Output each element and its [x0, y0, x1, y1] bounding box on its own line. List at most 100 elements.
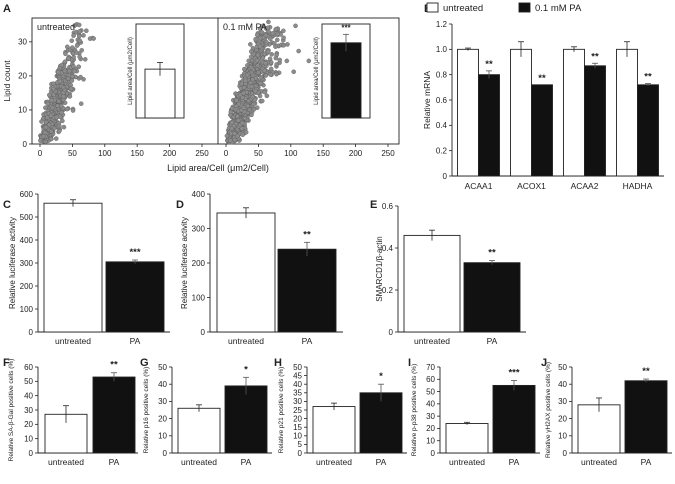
scatter-point	[268, 66, 274, 72]
y-tick-label: 20	[293, 414, 302, 423]
significance-marker: **	[644, 72, 652, 83]
x-tick-label: PA	[376, 457, 387, 467]
scatter-point	[268, 72, 273, 77]
bar-pa	[531, 84, 553, 177]
scatter-point	[245, 103, 251, 109]
y-tick-label: 0.8	[436, 70, 448, 79]
y-tick-label: 10	[18, 106, 27, 115]
y-tick-label: 50	[426, 387, 435, 396]
subplot-label: 0.1 mM PA	[223, 22, 267, 32]
scatter-point	[51, 86, 56, 92]
significance-marker: **	[642, 366, 650, 377]
bar-pa	[359, 392, 403, 454]
y-tick-label: 50	[158, 363, 167, 372]
scatter-point	[274, 37, 280, 43]
bar-pa	[224, 385, 268, 454]
scatter-point	[43, 105, 48, 111]
y-tick-label: 30	[558, 397, 567, 406]
bar-pa	[105, 261, 165, 333]
scatter-point	[251, 101, 257, 107]
scatter-point	[39, 119, 44, 124]
panel-letter-h: H	[274, 357, 282, 369]
scatter-point	[250, 94, 256, 100]
scatter-point	[57, 128, 62, 134]
y-tick-label: 15	[293, 423, 302, 432]
y-tick-label: 40	[158, 380, 167, 389]
subplot-label: untreated	[37, 22, 75, 32]
y-tick-label: 20	[558, 414, 567, 423]
scatter-points-untreated	[38, 22, 96, 145]
scatter-point	[242, 66, 247, 72]
y-tick-label: 300	[20, 259, 34, 268]
scatter-point	[284, 58, 290, 64]
y-tick-label: 10	[558, 432, 567, 441]
bar-pa	[624, 380, 668, 454]
scatter-point	[91, 36, 96, 41]
scatter-frame	[31, 17, 400, 145]
scatter-point	[77, 54, 82, 60]
bar-pa	[277, 248, 337, 333]
scatter-point	[263, 33, 269, 38]
scatter-point	[293, 23, 298, 29]
y-tick-label: 1.0	[436, 45, 448, 54]
y-axis-label: Relative luciferase activity	[180, 217, 189, 309]
scatter-point	[255, 63, 261, 68]
x-tick-label: 200	[349, 149, 363, 158]
y-tick-label: 0.4	[436, 121, 448, 130]
scatter-point	[57, 79, 63, 84]
x-tick-label: PA	[509, 457, 520, 467]
y-tick-label: 0	[201, 328, 206, 337]
scatter-point	[257, 26, 263, 32]
y-tick-label: 20	[426, 424, 435, 433]
scatter-point	[240, 95, 245, 101]
bar-pa	[637, 84, 659, 177]
x-tick-label: HADHA	[623, 181, 653, 191]
panel-letter-a: A	[3, 3, 11, 15]
x-tick-label: ACOX1	[517, 181, 546, 191]
x-tick-label: untreated	[181, 457, 217, 467]
y-axis-label: Lipid count	[2, 60, 12, 102]
bar-untreated	[43, 202, 103, 333]
scatter-point	[251, 107, 257, 112]
x-tick-label: untreated	[581, 457, 617, 467]
y-tick-label: 0.2	[382, 286, 394, 295]
y-tick-label: 0	[563, 449, 568, 458]
significance-marker: *	[244, 364, 248, 375]
bar-untreated	[177, 407, 221, 454]
y-tick-label: 50	[24, 377, 33, 386]
scatter-point	[78, 101, 84, 106]
scatter-point	[273, 26, 279, 32]
y-tick-label: 5	[298, 440, 303, 449]
scatter-point	[250, 77, 255, 82]
x-tick-label: untreated	[414, 336, 450, 346]
bar-untreated	[577, 404, 621, 454]
y-tick-label: 40	[558, 380, 567, 389]
y-tick-label: 20	[18, 72, 27, 81]
significance-marker: **	[591, 51, 599, 62]
scatter-point	[249, 112, 254, 118]
y-tick-label: 40	[293, 380, 302, 389]
scatter-point	[65, 44, 70, 50]
x-tick-label: untreated	[48, 457, 84, 467]
scatter-point	[63, 51, 68, 57]
scatter-point	[69, 78, 75, 83]
scatter-point	[263, 60, 268, 66]
scatter-point	[274, 62, 279, 67]
scatter-point	[61, 94, 66, 99]
scatter-point	[266, 19, 271, 25]
y-tick-label: 0	[163, 449, 168, 458]
scatter-point	[239, 126, 245, 131]
y-tick-label: 30	[18, 38, 27, 47]
scatter-point	[268, 60, 274, 65]
x-tick-label: 250	[195, 149, 209, 158]
y-tick-label: 0	[29, 328, 34, 337]
x-tick-label: 200	[163, 149, 177, 158]
scatter-point	[262, 51, 267, 57]
inset-bar	[144, 68, 176, 119]
x-tick-label: 0	[38, 149, 43, 158]
scatter-point	[241, 90, 246, 96]
scatter-point	[265, 49, 271, 55]
scatter-point	[235, 133, 240, 139]
x-tick-label: 100	[284, 149, 298, 158]
